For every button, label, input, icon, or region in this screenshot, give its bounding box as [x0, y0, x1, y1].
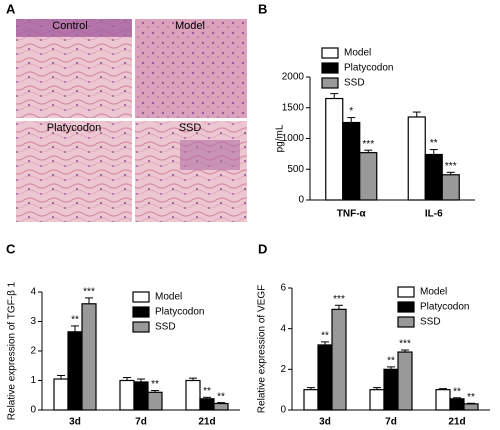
legend-swatch [132, 321, 150, 333]
legend-swatch [321, 77, 339, 89]
image-label: Platycodon [47, 122, 101, 134]
y-axis-label: pg/mL [275, 124, 286, 152]
y-tick-label: 500 [287, 164, 304, 175]
legend-label: Model [155, 292, 182, 303]
bar [449, 398, 465, 411]
legend-label: SSD [420, 317, 441, 328]
legend-label: Platycodon [420, 302, 469, 313]
x-tick-label: IL-6 [425, 209, 443, 220]
y-tick-label: 4 [30, 287, 36, 298]
y-tick-label: 3 [30, 316, 36, 327]
legend-label: Model [344, 48, 371, 59]
significance-label: *** [399, 339, 411, 350]
y-tick-label: 1000 [282, 133, 305, 144]
bar [213, 402, 229, 411]
significance-label: *** [333, 294, 345, 305]
bar [342, 121, 361, 201]
x-tick-label: 3d [69, 417, 81, 428]
legend-label: Platycodon [155, 307, 204, 318]
image-layer [180, 140, 240, 170]
bar [185, 379, 201, 411]
bar [397, 351, 413, 411]
image [135, 19, 247, 118]
bar [463, 403, 479, 411]
bar [53, 378, 69, 411]
bar [424, 153, 443, 201]
bar [383, 368, 399, 411]
bar [147, 391, 163, 411]
bar [81, 303, 97, 411]
legend-label: SSD [344, 78, 365, 89]
y-tick-label: 0 [280, 405, 286, 416]
bar [303, 389, 319, 411]
significance-label: ** [71, 315, 79, 326]
y-axis-label: Relative expression of TGF-β 1 [7, 281, 18, 420]
x-tick-label: 3d [319, 417, 331, 428]
significance-label: ** [387, 356, 395, 367]
y-tick-label: 2000 [282, 72, 305, 83]
x-tick-label: 7d [385, 417, 397, 428]
panel-letter: C [6, 241, 16, 256]
bar [435, 389, 451, 411]
bar [441, 174, 460, 201]
bar [325, 97, 344, 201]
bar [369, 389, 385, 411]
image-layer [16, 19, 132, 37]
significance-label: ** [217, 391, 225, 402]
histology-images [16, 19, 247, 222]
significance-label: *** [83, 287, 95, 298]
legend-swatch [132, 306, 150, 318]
significance-label: *** [445, 161, 457, 172]
bar [407, 116, 426, 201]
significance-label: ** [203, 386, 211, 397]
y-axis-label: Relative expression of VEGF [257, 285, 268, 413]
y-tick-label: 4 [280, 323, 286, 334]
image [16, 121, 132, 222]
y-tick-label: 0 [298, 195, 304, 206]
significance-label: * [349, 106, 353, 117]
significance-label: ** [321, 331, 329, 342]
bar [199, 398, 215, 411]
panel-letter: D [258, 241, 267, 256]
bar [331, 308, 347, 411]
y-tick-label: 2 [280, 364, 286, 375]
legend-swatch [132, 291, 150, 303]
legend-label: SSD [155, 322, 176, 333]
x-tick-label: 7d [135, 417, 147, 428]
legend-label: Platycodon [344, 63, 393, 74]
significance-label: ** [467, 392, 475, 403]
bar [317, 344, 333, 411]
x-tick-label: 21d [198, 417, 215, 428]
bar [67, 331, 83, 411]
y-tick-label: 0 [30, 405, 36, 416]
legend-swatch [397, 286, 415, 298]
bar [133, 381, 149, 411]
legend-swatch [321, 62, 339, 74]
significance-label: ** [151, 379, 159, 390]
significance-label: ** [430, 138, 438, 149]
bar [359, 152, 378, 201]
y-tick-label: 1 [30, 375, 36, 386]
significance-label: *** [362, 139, 374, 150]
legend-swatch [397, 316, 415, 328]
image-label: SSD [179, 122, 202, 134]
legend-label: Model [420, 287, 447, 298]
bar [119, 379, 135, 411]
image-label: Control [52, 20, 87, 32]
x-tick-label: TNF-α [337, 209, 367, 220]
x-tick-label: 21d [448, 417, 465, 428]
panel-letter: B [258, 1, 267, 16]
y-tick-label: 2 [30, 346, 36, 357]
significance-label: ** [453, 386, 461, 397]
legend-swatch [321, 47, 339, 59]
image-label: Model [175, 20, 205, 32]
panel-letter: A [6, 1, 16, 16]
y-tick-label: 1500 [282, 102, 305, 113]
legend-swatch [397, 301, 415, 313]
y-tick-label: 6 [280, 283, 286, 294]
image [135, 121, 247, 222]
